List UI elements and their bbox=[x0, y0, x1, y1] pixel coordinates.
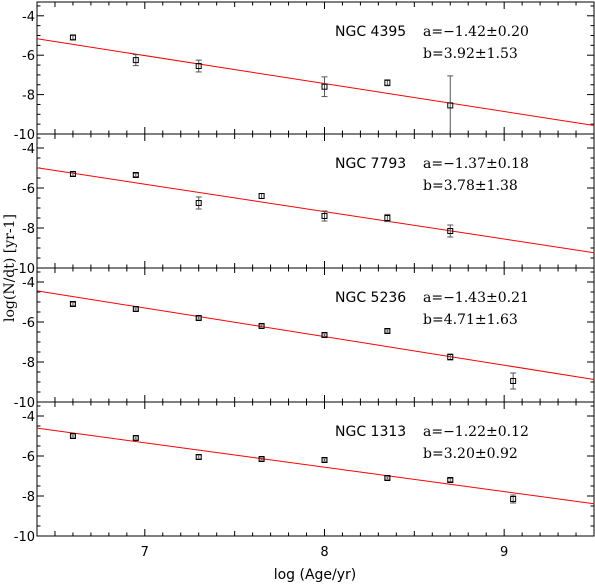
fit-b-label: b=4.71±1.63 bbox=[423, 312, 518, 328]
data-point bbox=[384, 79, 391, 86]
fit-a-label: a=−1.43±0.21 bbox=[423, 290, 529, 306]
panel-2: -4 -6 -8 -10 NGC 7793 a=−1.37±0.18 b=3.78±1.38 bbox=[14, 133, 595, 277]
data-point bbox=[384, 215, 391, 221]
panel-frame bbox=[36, 401, 595, 537]
data-point bbox=[258, 193, 265, 199]
data-point bbox=[195, 63, 202, 70]
data-point bbox=[258, 323, 265, 329]
panel-4: -4 -6 -8 -10 NGC 1313 a=−1.22±0.12 b=3.20±0.92 bbox=[14, 401, 595, 545]
data-point bbox=[195, 454, 202, 460]
y-tick-label: -6 bbox=[22, 316, 35, 331]
data-point bbox=[132, 306, 139, 312]
data-point bbox=[510, 378, 517, 384]
panel-3: -4 -6 -8 -10 NGC 5236 a=−1.43±0.21 b=4.71±1.63 bbox=[14, 267, 595, 411]
data-point bbox=[510, 496, 517, 502]
x-tick-label: 8 bbox=[320, 545, 328, 560]
y-tick-label: -4 bbox=[22, 142, 35, 157]
data-point bbox=[321, 332, 328, 338]
data-point bbox=[132, 172, 139, 178]
y-tick-label: -4 bbox=[22, 10, 35, 25]
y-tick-label: -10 bbox=[14, 396, 35, 411]
x-tick-label: 7 bbox=[141, 545, 149, 560]
y-tick-label: -4 bbox=[22, 410, 35, 425]
fit-line bbox=[37, 38, 594, 127]
y-tick-label: -6 bbox=[22, 49, 35, 64]
y-tick-label: -10 bbox=[14, 530, 35, 545]
y-tick-label: -6 bbox=[22, 182, 35, 197]
data-point bbox=[447, 228, 454, 234]
fit-a-label: a=−1.37±0.18 bbox=[423, 156, 529, 172]
y-tick-label: -8 bbox=[22, 490, 35, 505]
fit-a-label: a=−1.42±0.20 bbox=[423, 24, 529, 40]
x-axis-title: log (Age/yr) bbox=[274, 567, 357, 583]
data-point bbox=[321, 457, 328, 463]
data-point bbox=[195, 315, 202, 321]
data-point bbox=[447, 102, 454, 109]
fit-line bbox=[37, 167, 594, 254]
data-point bbox=[69, 171, 76, 177]
x-tick-label: 9 bbox=[500, 545, 508, 560]
data-point bbox=[69, 301, 76, 307]
data-point bbox=[447, 354, 454, 360]
data-point bbox=[384, 328, 391, 334]
panel-1: -4 -6 -8 -10 NGC 4395 a=−1.42±0.20 b=3.92±1.53 bbox=[14, 1, 595, 143]
y-tick-label: -10 bbox=[14, 128, 35, 143]
data-point bbox=[321, 83, 328, 90]
fit-a-label: a=−1.22±0.12 bbox=[423, 424, 529, 440]
data-point bbox=[69, 433, 76, 439]
data-point bbox=[132, 57, 139, 64]
data-point bbox=[195, 200, 202, 206]
fit-b-label: b=3.20±0.92 bbox=[423, 446, 518, 462]
fit-line bbox=[37, 290, 594, 380]
data-point bbox=[132, 435, 139, 441]
galaxy-name: NGC 1313 bbox=[335, 424, 406, 440]
data-point bbox=[447, 477, 454, 483]
y-tick-label: -8 bbox=[22, 89, 35, 104]
panel-frame bbox=[36, 133, 595, 269]
y-tick-label: -8 bbox=[22, 356, 35, 371]
galaxy-name: NGC 7793 bbox=[335, 156, 406, 172]
y-axis-title: log(N/dt) [yr-1] bbox=[2, 214, 18, 322]
galaxy-name: NGC 5236 bbox=[335, 290, 406, 306]
y-tick-label: -10 bbox=[14, 262, 35, 277]
galaxy-name: NGC 4395 bbox=[335, 24, 406, 40]
y-tick-label: -8 bbox=[22, 222, 35, 237]
data-point bbox=[321, 213, 328, 219]
panel-frame bbox=[36, 1, 595, 135]
data-point bbox=[384, 475, 391, 481]
data-point bbox=[258, 456, 265, 462]
y-tick-label: -4 bbox=[22, 276, 35, 291]
fit-b-label: b=3.78±1.38 bbox=[423, 178, 518, 194]
x-axis: 7 8 9 bbox=[141, 545, 509, 560]
fit-line bbox=[37, 427, 594, 505]
y-tick-label: -6 bbox=[22, 450, 35, 465]
panels-group: -4 -6 -8 -10 NGC 4395 a=−1.42±0.20 b=3.92±1.53… bbox=[14, 1, 595, 545]
fit-b-label: b=3.92±1.53 bbox=[423, 46, 518, 62]
data-point bbox=[69, 34, 76, 41]
